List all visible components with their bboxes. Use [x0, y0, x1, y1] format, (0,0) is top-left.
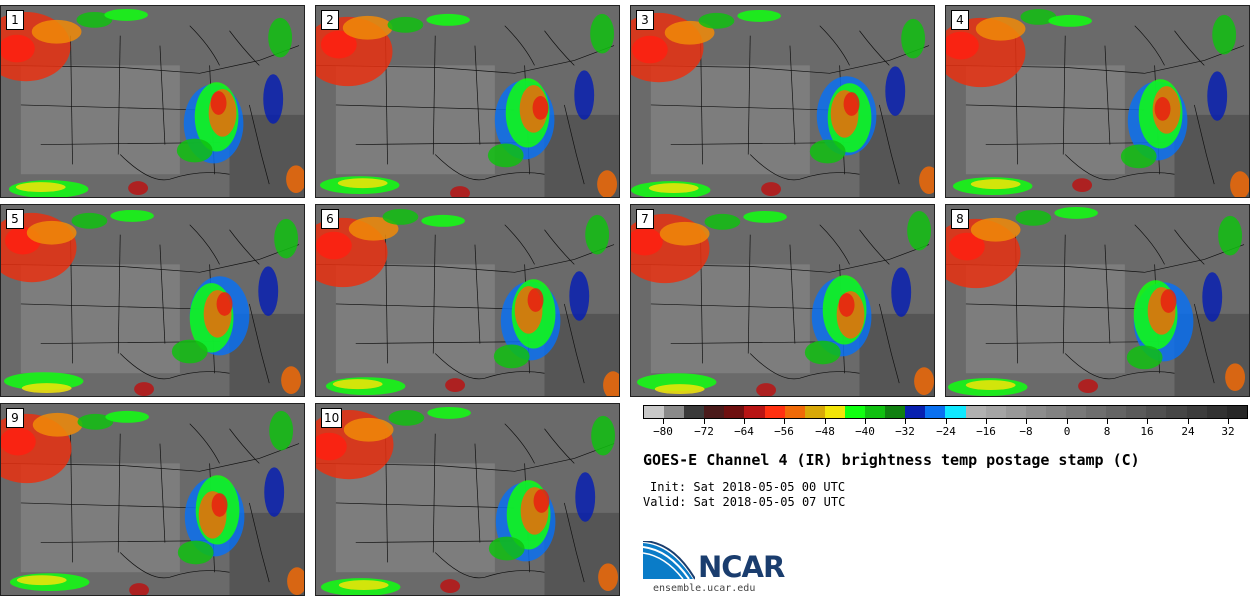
colorbar-tick-label: −48 — [815, 425, 835, 438]
colorbar-tick — [986, 419, 987, 424]
colorbar-swatch — [885, 406, 906, 418]
colorbar-swatch — [945, 406, 966, 418]
colorbar-tick — [1188, 419, 1189, 424]
colorbar-tick-label: −72 — [694, 425, 714, 438]
panel-number-label: 5 — [6, 209, 24, 229]
colorbar-tick — [825, 419, 826, 424]
colorbar-tick-label: 16 — [1140, 425, 1154, 438]
satellite-ir-map — [631, 205, 934, 396]
colorbar-tick-label: −80 — [653, 425, 673, 438]
colorbar-swatch — [925, 406, 946, 418]
colorbar-swatch — [804, 406, 825, 418]
valid-time: Valid: Sat 2018-05-05 07 UTC — [643, 495, 846, 509]
panel-number-label: 8 — [951, 209, 969, 229]
satellite-ir-map — [1, 205, 304, 396]
colorbar-tick — [704, 419, 705, 424]
satellite-ir-map — [316, 205, 619, 396]
colorbar-swatch — [1065, 406, 1087, 418]
ensemble-member-panel: 2 — [315, 5, 620, 198]
ensemble-member-panel: 10 — [315, 403, 620, 596]
colorbar-tick-label: −56 — [774, 425, 794, 438]
colorbar-swatch — [1186, 406, 1207, 418]
colorbar-swatch — [664, 406, 685, 418]
colorbar-swatch — [784, 406, 805, 418]
colorbar-swatch — [1206, 406, 1227, 418]
colorbar-tick — [865, 419, 866, 424]
colorbar-tick — [1107, 419, 1108, 424]
colorbar-swatch — [684, 406, 705, 418]
satellite-ir-map — [946, 205, 1249, 396]
colorbar-tick — [1147, 419, 1148, 424]
colorbar-tick — [1026, 419, 1027, 424]
colorbar-swatch — [1146, 406, 1167, 418]
ncar-logo-icon — [642, 540, 696, 585]
panel-number-label: 3 — [636, 10, 654, 30]
panel-number-label: 1 — [6, 10, 24, 30]
panel-number-label: 9 — [6, 408, 24, 428]
colorbar-swatch — [644, 406, 665, 418]
ensemble-member-panel: 7 — [630, 204, 935, 397]
panel-number-label: 7 — [636, 209, 654, 229]
colorbar-swatch — [1005, 406, 1026, 418]
panel-number-label: 6 — [321, 209, 339, 229]
colorbar-tick-label: 8 — [1103, 425, 1111, 438]
panel-number-label: 10 — [321, 408, 343, 428]
colorbar-swatch — [844, 406, 866, 418]
satellite-ir-map — [316, 6, 619, 197]
colorbar-tick — [1067, 419, 1068, 424]
ncar-logo-text: NCAR — [698, 550, 785, 584]
ensemble-member-panel: 5 — [0, 204, 305, 397]
colorbar-tick-label: −40 — [855, 425, 875, 438]
colorbar-swatch — [1226, 406, 1247, 418]
colorbar-swatch — [865, 406, 886, 418]
satellite-ir-map — [1, 404, 304, 595]
colorbar-swatch — [1045, 406, 1066, 418]
colorbar-tick-label: −64 — [734, 425, 754, 438]
plot-title: GOES-E Channel 4 (IR) brightness temp po… — [643, 451, 1140, 469]
colorbar-swatch — [744, 406, 765, 418]
colorbar-swatch — [965, 406, 986, 418]
colorbar-tick-label: 0 — [1063, 425, 1071, 438]
ensemble-member-panel: 1 — [0, 5, 305, 198]
colorbar-swatch — [905, 406, 926, 418]
colorbar-swatch — [1166, 406, 1187, 418]
colorbar-tick-label: −8 — [1019, 425, 1033, 438]
satellite-ir-map — [946, 6, 1249, 197]
ensemble-member-panel: 8 — [945, 204, 1250, 397]
colorbar-tick-label: −24 — [936, 425, 956, 438]
satellite-ir-map — [316, 404, 619, 595]
colorbar-swatch — [1106, 406, 1127, 418]
colorbar-swatch — [824, 406, 845, 418]
colorbar-swatch — [704, 406, 725, 418]
colorbar-swatch — [724, 406, 745, 418]
satellite-ir-map — [1, 6, 304, 197]
colorbar-tick — [663, 419, 664, 424]
colorbar-tick-label: 24 — [1181, 425, 1195, 438]
colorbar-swatch — [1086, 406, 1107, 418]
ensemble-member-panel: 9 — [0, 403, 305, 596]
colorbar-swatch — [1126, 406, 1147, 418]
panel-number-label: 4 — [951, 10, 969, 30]
colorbar-tick — [946, 419, 947, 424]
site-url: ensemble.ucar.edu — [653, 583, 756, 594]
colorbar-swatch — [985, 406, 1006, 418]
colorbar-tick — [784, 419, 785, 424]
ensemble-member-panel: 6 — [315, 204, 620, 397]
colorbar-tick — [1228, 419, 1229, 424]
colorbar-tick-label: −16 — [976, 425, 996, 438]
panel-number-label: 2 — [321, 10, 339, 30]
ensemble-member-panel: 3 — [630, 5, 935, 198]
colorbar-tick-label: 32 — [1221, 425, 1235, 438]
colorbar — [643, 405, 1248, 419]
colorbar-tick — [905, 419, 906, 424]
colorbar-swatch — [1025, 406, 1046, 418]
colorbar-swatch — [764, 406, 785, 418]
init-time: Init: Sat 2018-05-05 00 UTC — [650, 480, 846, 494]
ensemble-member-panel: 4 — [945, 5, 1250, 198]
satellite-ir-map — [631, 6, 934, 197]
colorbar-tick — [744, 419, 745, 424]
colorbar-tick-label: −32 — [895, 425, 915, 438]
